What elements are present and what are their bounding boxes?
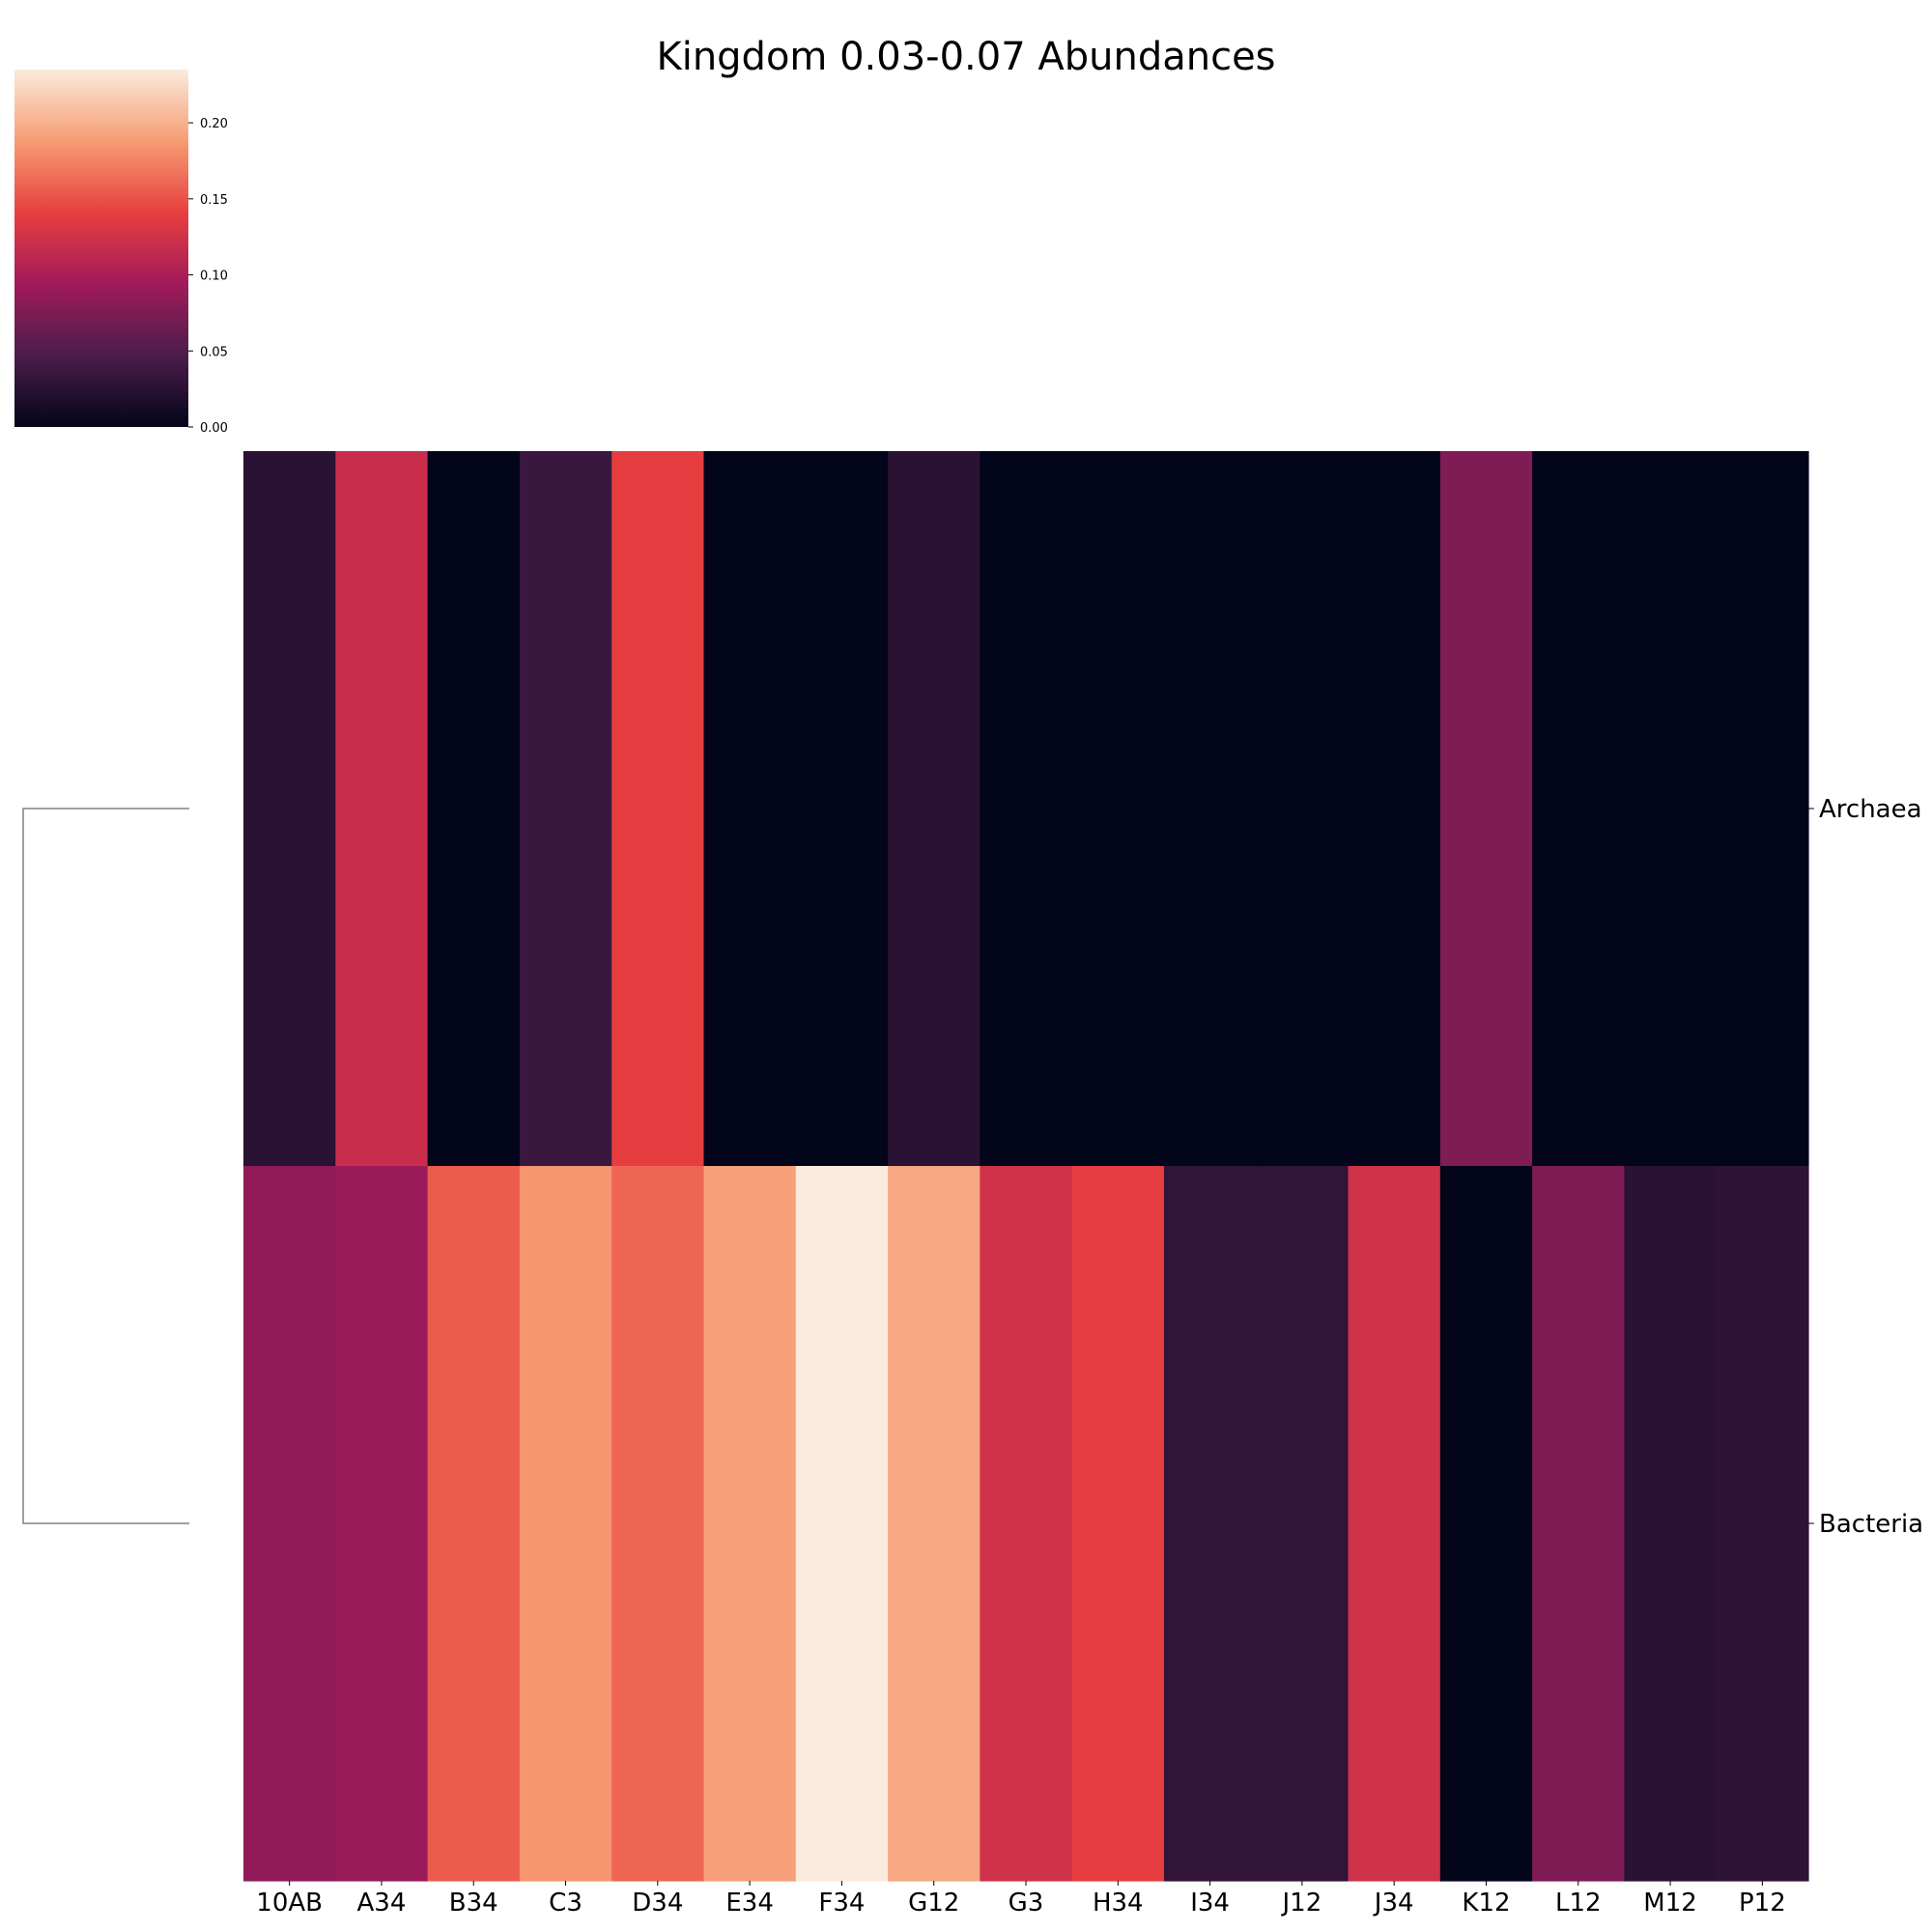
heatmap-cell-bacteria-j34 [1348,1166,1441,1882]
heatmap-cell-archaea-h34 [1071,451,1165,1167]
heatmap-cell-bacteria-b34 [427,1166,521,1882]
heatmap-cell-archaea-g12 [888,451,980,1167]
heatmap-cell-archaea-p12 [1716,451,1809,1167]
colorbar-tick-label: 0.20 [200,117,228,131]
colorbar-tick-label: 0.15 [200,193,228,208]
dendrogram-branch [22,808,189,1524]
heatmap-cell-bacteria-j12 [1256,1166,1350,1882]
heatmap-cell-bacteria-l12 [1532,1166,1626,1882]
x-tick-label-k12: K12 [1462,1889,1510,1918]
x-tick-label-d34: D34 [632,1889,683,1918]
colorbar-tick-label: 0.00 [200,421,228,436]
x-tick-label-m12: M12 [1643,1889,1697,1918]
x-tick-label-j34: J34 [1373,1889,1414,1918]
x-tick-label-c3: C3 [549,1889,582,1918]
row-dendrogram [22,808,189,1524]
heatmap-cell-archaea-j34 [1348,451,1441,1167]
y-axis-ticks: Archaea Bacteria [1808,795,1923,1539]
heatmap-cell-archaea-g3 [980,451,1073,1167]
x-tick-label-b34: B34 [449,1889,498,1918]
heatmap-cell-bacteria-g3 [980,1166,1073,1882]
heatmap-cell-bacteria-a34 [335,1166,429,1882]
colorbar-gradient [14,70,188,427]
x-tick-label-h34: H34 [1093,1889,1144,1918]
y-tick-label-bacteria: Bacteria [1819,1510,1923,1539]
heatmap-cell-bacteria-e34 [703,1166,797,1882]
x-tick-label-g12: G12 [908,1889,959,1918]
heatmap-cell-archaea-l12 [1532,451,1626,1167]
heatmap-cell-bacteria-p12 [1716,1166,1809,1882]
y-tick-label-archaea: Archaea [1819,795,1922,824]
x-tick-label-a34: A34 [357,1889,407,1918]
heatmap-cell-archaea-b34 [427,451,521,1167]
heatmap-cell-bacteria-f34 [795,1166,889,1882]
colorbar-ticks: 0.00 0.05 0.10 0.15 0.20 [188,117,228,436]
heatmap-cell-bacteria-i34 [1163,1166,1257,1882]
heatmap-cell-bacteria-k12 [1439,1166,1533,1882]
x-axis-ticks: 10AB A34 B34 C3 D34 E34 F34 G12 G3 H34 I34 J12 J34 K1… [256,1881,1786,1918]
heatmap-cell-bacteria-d34 [611,1166,705,1882]
heatmap-cell-archaea-k12 [1439,451,1533,1167]
heatmap-cell-bacteria-c3 [519,1166,612,1882]
colorbar-tick-label: 0.10 [200,270,228,284]
heatmap-cells [243,451,1809,1882]
chart-title: Kingdom 0.03-0.07 Abundances [656,35,1275,79]
heatmap-cell-archaea-c3 [519,451,612,1167]
x-tick-label-l12: L12 [1555,1889,1602,1918]
x-tick-label-e34: E34 [725,1889,774,1918]
x-tick-label-i34: I34 [1190,1889,1230,1918]
heatmap-cell-bacteria-m12 [1624,1166,1718,1882]
x-tick-label-g3: G3 [1009,1889,1044,1918]
x-tick-label-f34: F34 [818,1889,865,1918]
heatmap-cell-archaea-e34 [703,451,797,1167]
colorbar: 0.00 0.05 0.10 0.15 0.20 [14,70,228,436]
heatmap-cell-archaea-i34 [1163,451,1257,1167]
heatmap-cell-archaea-m12 [1624,451,1718,1167]
heatmap-cell-bacteria-h34 [1071,1166,1165,1882]
heatmap-cell-archaea-a34 [335,451,429,1167]
x-tick-label-p12: P12 [1739,1889,1786,1918]
heatmap-cell-archaea-d34 [611,451,705,1167]
x-tick-label-j12: J12 [1280,1889,1321,1918]
heatmap-cell-archaea-10ab [243,451,336,1167]
colorbar-tick-label: 0.05 [200,345,228,359]
heatmap-cell-archaea-f34 [795,451,889,1167]
x-tick-label-10ab: 10AB [256,1889,323,1918]
heatmap-cell-bacteria-g12 [888,1166,980,1882]
heatmap-cell-archaea-j12 [1256,451,1350,1167]
heatmap-cell-bacteria-10ab [243,1166,336,1882]
